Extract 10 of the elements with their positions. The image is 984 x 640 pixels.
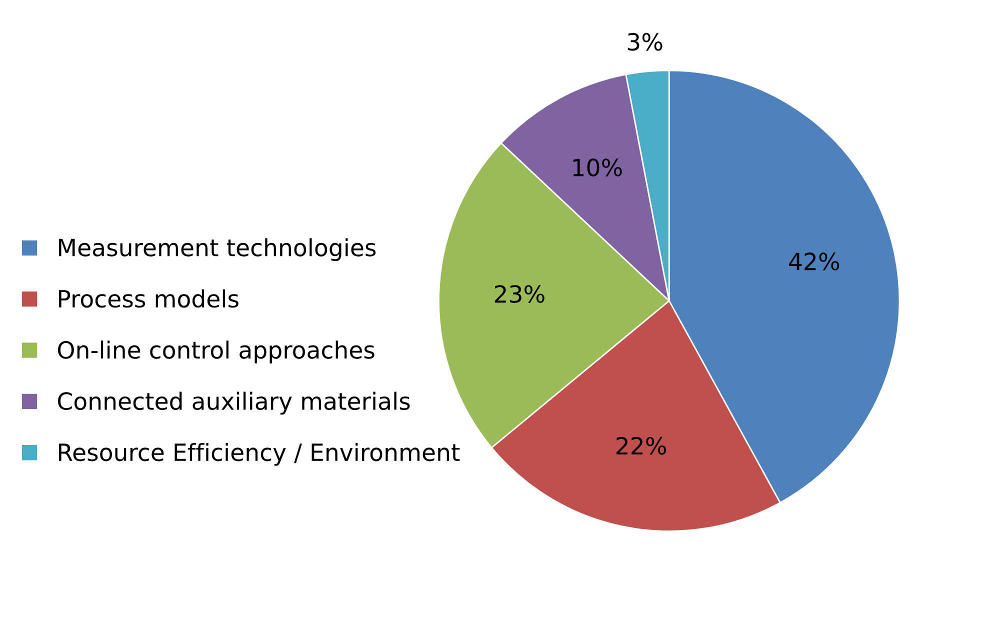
data-label: 22%: [616, 436, 666, 455]
legend-label: Process models: [58, 289, 238, 308]
data-label: 42%: [789, 252, 840, 270]
legend-label: Measurement technologies: [58, 238, 376, 262]
legend-label: Connected auxiliary materials: [58, 392, 410, 415]
legend-label: Resource Efficiency / Environment: [58, 442, 460, 466]
legend-label: On-line control approaches: [58, 340, 374, 364]
data-label: 23%: [494, 285, 544, 303]
data-label: 10%: [573, 158, 622, 176]
data-label: 3%: [628, 32, 662, 51]
